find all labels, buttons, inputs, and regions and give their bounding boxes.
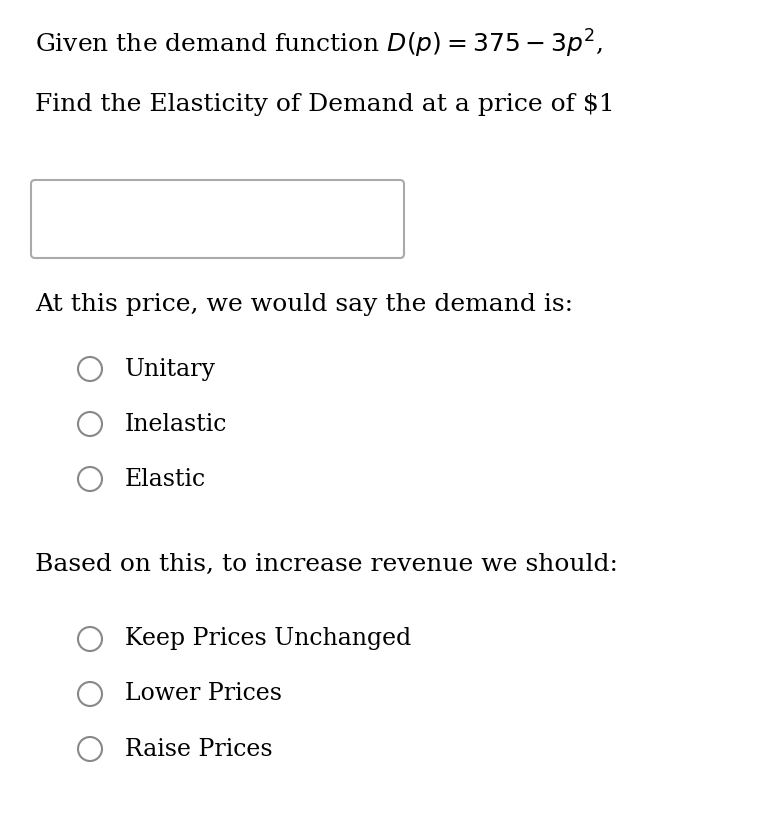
- Text: Based on this, to increase revenue we should:: Based on this, to increase revenue we sh…: [35, 552, 618, 575]
- Text: Raise Prices: Raise Prices: [125, 737, 273, 761]
- Text: Find the Elasticity of Demand at a price of $1: Find the Elasticity of Demand at a price…: [35, 93, 615, 115]
- Text: Keep Prices Unchanged: Keep Prices Unchanged: [125, 627, 412, 651]
- Text: Inelastic: Inelastic: [125, 413, 227, 435]
- Text: Elastic: Elastic: [125, 468, 206, 490]
- Text: At this price, we would say the demand is:: At this price, we would say the demand i…: [35, 293, 573, 315]
- FancyBboxPatch shape: [31, 180, 404, 258]
- Text: Given the demand function $D(p) = 375 - 3p^2$,: Given the demand function $D(p) = 375 - …: [35, 28, 603, 60]
- Text: Lower Prices: Lower Prices: [125, 682, 282, 706]
- Text: Unitary: Unitary: [125, 358, 216, 380]
